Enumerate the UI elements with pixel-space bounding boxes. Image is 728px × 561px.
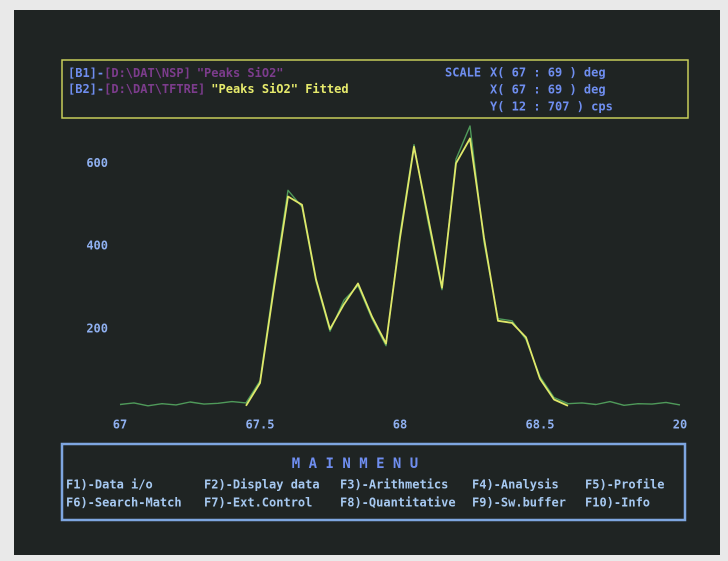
menu-title: M A I N M E N U xyxy=(292,456,418,472)
plot: 200 400 600 67 67.5 68 68.5 20 xyxy=(86,125,687,432)
buffer-name: "Peaks SiO2" Fitted xyxy=(211,82,348,96)
buffer-id: [B2]- xyxy=(68,82,104,96)
scale-x: X( 67 : 69 ) deg xyxy=(490,66,606,80)
buffer-line-2: [B2]-[D:\DAT\TFTRE] "Peaks SiO2" Fitted xyxy=(68,82,349,96)
menu-item[interactable]: F6)-Search-Match xyxy=(66,496,182,510)
menu-items: F1)-Data i/o F2)-Display data F3)-Arithmet… xyxy=(66,478,664,510)
menu-item[interactable]: F10)-Info xyxy=(585,496,650,510)
buffer-id: [B1]- xyxy=(68,66,104,80)
x-tick-label: 20 xyxy=(673,418,687,432)
menu-item[interactable]: F7)-Ext.Control xyxy=(204,496,312,510)
y-tick-label: 600 xyxy=(86,156,108,170)
menu-item[interactable]: F1)-Data i/o xyxy=(66,478,153,492)
x-tick-label: 68.5 xyxy=(526,418,555,432)
buffer-line-1: [B1]-[D:\DAT\NSP] "Peaks SiO2" xyxy=(68,66,284,80)
menu-box xyxy=(60,442,687,522)
menu-item[interactable]: F4)-Analysis xyxy=(472,478,559,492)
header-box xyxy=(61,59,689,119)
x-tick-label: 67.5 xyxy=(246,418,275,432)
y-tick-label: 400 xyxy=(86,239,108,253)
y-tick-label: 200 xyxy=(86,322,108,336)
x-tick-label: 68 xyxy=(393,418,407,432)
menu-item[interactable]: F9)-Sw.buffer xyxy=(472,496,566,510)
menu-item[interactable]: F3)-Arithmetics xyxy=(340,478,448,492)
menu-item[interactable]: F2)-Display data xyxy=(204,478,320,492)
data-line xyxy=(245,137,569,407)
buffer-path: [D:\DAT\TFTRE] xyxy=(104,82,205,96)
monitor-screen xyxy=(14,10,720,555)
scale-x: X( 67 : 69 ) deg xyxy=(490,83,606,97)
x-tick-label: 67 xyxy=(113,418,127,432)
buffer-path: [D:\DAT\NSP] xyxy=(104,66,191,80)
menu-item[interactable]: F5)-Profile xyxy=(585,478,664,492)
scale-label: SCALE xyxy=(445,66,481,80)
scale-y: Y( 12 : 707 ) cps xyxy=(490,100,613,114)
buffer-name: "Peaks SiO2" xyxy=(197,66,284,80)
menu-item[interactable]: F8)-Quantitative xyxy=(340,496,456,510)
